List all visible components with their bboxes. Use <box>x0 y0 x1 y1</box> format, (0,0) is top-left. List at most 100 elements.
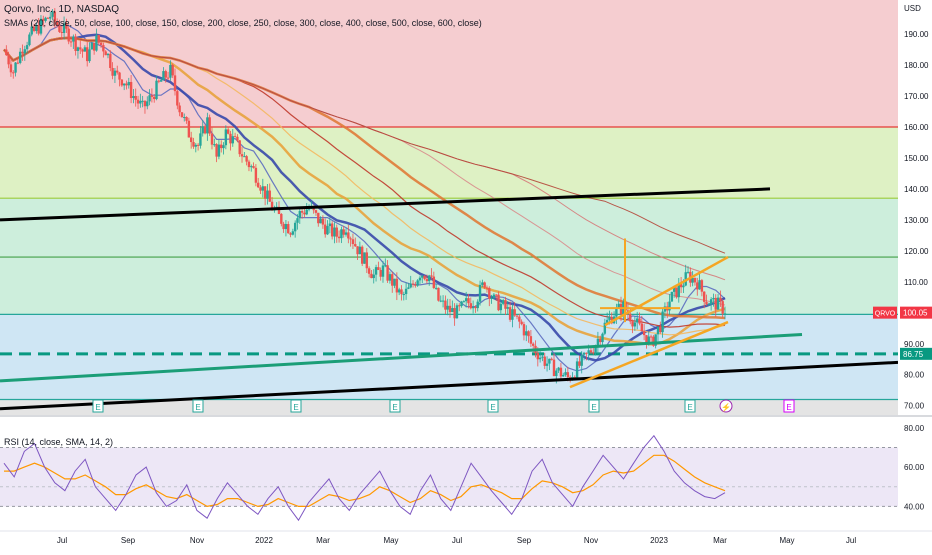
candle[interactable] <box>282 223 285 230</box>
candle[interactable] <box>552 359 556 377</box>
candle[interactable] <box>252 166 255 168</box>
candle[interactable] <box>388 274 392 281</box>
candle[interactable] <box>379 269 382 277</box>
candle[interactable] <box>340 229 343 239</box>
candle[interactable] <box>596 338 600 347</box>
candle[interactable] <box>605 319 609 323</box>
candle[interactable] <box>226 129 230 134</box>
candle[interactable] <box>545 363 549 366</box>
candle[interactable] <box>397 289 401 293</box>
candle[interactable] <box>723 313 727 315</box>
candle[interactable] <box>719 297 722 302</box>
candle[interactable] <box>189 137 193 143</box>
candle[interactable] <box>176 91 179 106</box>
candle[interactable] <box>418 277 422 281</box>
candle[interactable] <box>46 17 50 19</box>
candle[interactable] <box>134 96 137 100</box>
candle[interactable] <box>703 291 706 302</box>
candle[interactable] <box>136 99 140 104</box>
candle[interactable] <box>210 133 214 145</box>
candle[interactable] <box>437 287 440 301</box>
candle[interactable] <box>35 25 38 32</box>
candle[interactable] <box>531 343 535 346</box>
candle[interactable] <box>30 26 33 35</box>
candle[interactable] <box>238 140 241 155</box>
candle[interactable] <box>370 273 373 279</box>
candle[interactable] <box>67 28 70 42</box>
candle[interactable] <box>485 287 489 289</box>
candle[interactable] <box>116 70 119 73</box>
candle[interactable] <box>169 64 172 78</box>
candle[interactable] <box>511 309 514 320</box>
candle[interactable] <box>222 145 225 149</box>
candle[interactable] <box>185 117 188 121</box>
candle[interactable] <box>661 311 664 333</box>
candle[interactable] <box>178 105 181 113</box>
candle[interactable] <box>414 284 417 286</box>
candle[interactable] <box>696 282 699 290</box>
candle[interactable] <box>518 316 521 322</box>
candle[interactable] <box>342 229 345 235</box>
candle[interactable] <box>428 275 431 282</box>
candle[interactable] <box>171 64 174 76</box>
candle[interactable] <box>51 11 54 17</box>
candle[interactable] <box>192 142 195 147</box>
candle[interactable] <box>106 53 110 56</box>
candle[interactable] <box>538 357 542 360</box>
candle[interactable] <box>705 301 708 305</box>
candle[interactable] <box>201 126 204 134</box>
candle[interactable] <box>180 112 184 118</box>
candle[interactable] <box>707 304 711 306</box>
candle[interactable] <box>525 331 528 336</box>
candle[interactable] <box>709 299 713 305</box>
candle[interactable] <box>250 166 253 168</box>
candle[interactable] <box>349 238 352 240</box>
candle[interactable] <box>319 218 322 224</box>
candle[interactable] <box>74 36 77 51</box>
candle[interactable] <box>633 322 637 327</box>
candle[interactable] <box>109 53 112 68</box>
candle[interactable] <box>213 144 216 146</box>
candle[interactable] <box>21 51 24 54</box>
candle[interactable] <box>173 75 177 92</box>
candle[interactable] <box>206 117 209 134</box>
candle[interactable] <box>698 280 701 290</box>
candle[interactable] <box>321 218 325 225</box>
candle[interactable] <box>42 18 45 21</box>
candle[interactable] <box>76 47 80 51</box>
candle[interactable] <box>476 301 479 309</box>
candle[interactable] <box>88 49 91 62</box>
candle[interactable] <box>608 317 611 320</box>
candle[interactable] <box>430 275 433 277</box>
candle[interactable] <box>303 212 306 215</box>
candle[interactable] <box>501 300 505 304</box>
candle[interactable] <box>217 144 221 157</box>
candle[interactable] <box>585 352 588 354</box>
candle[interactable] <box>231 136 234 144</box>
rsi-line[interactable] <box>3 434 726 522</box>
candle[interactable] <box>515 315 519 317</box>
candle[interactable] <box>601 333 604 343</box>
candle[interactable] <box>39 18 43 34</box>
candle[interactable] <box>7 55 10 65</box>
candle[interactable] <box>60 31 63 33</box>
candle[interactable] <box>99 42 103 46</box>
trendline-resistance[interactable] <box>0 187 771 222</box>
candle[interactable] <box>638 318 641 324</box>
candle[interactable] <box>631 321 634 327</box>
candle[interactable] <box>12 72 15 74</box>
candle[interactable] <box>326 226 329 235</box>
earnings-marker[interactable] <box>783 399 795 413</box>
earnings-marker[interactable] <box>588 399 600 413</box>
candle[interactable] <box>25 45 29 50</box>
candle[interactable] <box>481 282 484 285</box>
candle[interactable] <box>199 133 202 146</box>
candle[interactable] <box>157 80 161 82</box>
candle[interactable] <box>492 294 496 298</box>
candle[interactable] <box>400 289 403 295</box>
candle[interactable] <box>444 300 447 310</box>
candle[interactable] <box>344 232 348 235</box>
candle[interactable] <box>451 308 454 313</box>
candle[interactable] <box>293 222 297 232</box>
candle[interactable] <box>132 96 135 99</box>
